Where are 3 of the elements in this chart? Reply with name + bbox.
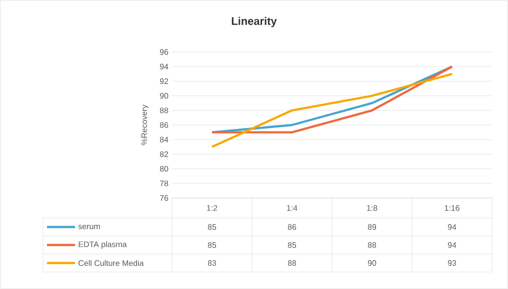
line-series <box>210 66 454 134</box>
chart-title: Linearity <box>232 16 277 28</box>
line-series <box>210 72 454 148</box>
